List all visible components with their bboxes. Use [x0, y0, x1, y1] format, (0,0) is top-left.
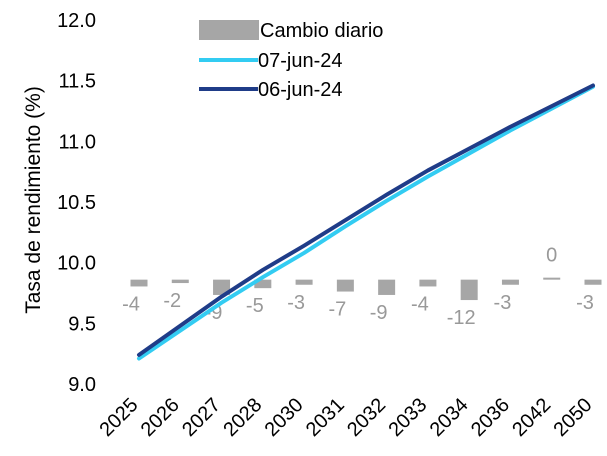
bar-data-label: -3: [287, 292, 305, 314]
bar-2028: [254, 279, 272, 289]
bar-data-label: -7: [328, 299, 346, 321]
line-series-group: [137, 83, 595, 361]
bar-series-cambio-diario: -4 -2-9 -5 -3 -7 -9 -4-12-30-3: [122, 245, 602, 329]
legend-label-06-jun-24: 06-jun-24: [258, 79, 343, 101]
bar-2027: [213, 279, 231, 295]
y-axis-ticks: 12.0 11.5 11.0 10.5 10.0 9.5 9.0: [57, 10, 96, 396]
y-tick-label: 12.0: [57, 10, 96, 32]
bar-data-label: -2: [163, 290, 181, 312]
bar-2050: [584, 279, 602, 285]
x-tick-label: 2050: [550, 394, 597, 441]
y-tick-label: 9.5: [68, 313, 96, 335]
y-tick-label: 10.0: [57, 253, 96, 275]
x-tick-label: 2042: [508, 394, 555, 441]
x-tick-label: 2026: [137, 394, 184, 441]
bar-data-label: -4: [411, 293, 429, 315]
legend: Cambio diario 07-jun-24 06-jun-24: [199, 20, 383, 101]
x-tick-label: 2031: [302, 394, 349, 441]
bar-2026: [171, 279, 189, 284]
bar-2034: [460, 279, 478, 301]
y-axis-label: Tasa de rendimiento (%): [22, 86, 45, 314]
y-tick-label: 10.5: [57, 192, 96, 214]
bar-2025: [130, 279, 148, 287]
legend-label-cambio-diario: Cambio diario: [260, 20, 383, 42]
x-tick-label: 2033: [384, 394, 431, 441]
bar-2033: [419, 279, 437, 287]
y-tick-label: 9.0: [68, 374, 96, 396]
bar-data-label: 0: [546, 245, 557, 267]
x-tick-label: 2027: [178, 394, 225, 441]
bar-data-label: -3: [494, 292, 512, 314]
bar-2030: [295, 279, 313, 285]
y-tick-label: 11.0: [59, 131, 96, 153]
x-tick-label: 2030: [261, 394, 308, 441]
x-tick-label: 2036: [467, 394, 514, 441]
line-series-07-jun-24: [137, 84, 595, 361]
x-tick-label: 2032: [343, 394, 390, 441]
legend-swatch-cambio-diario: [199, 20, 259, 40]
bar-data-label: -12: [447, 307, 476, 329]
bar-data-label: -9: [370, 302, 388, 324]
x-axis-ticks: 2025202620272028203020312032203320342036…: [96, 394, 597, 441]
x-tick-label: 2025: [96, 394, 143, 441]
x-tick-label: 2028: [219, 394, 266, 441]
x-tick-label: 2034: [426, 394, 473, 441]
line-series-06-jun-24: [137, 83, 595, 357]
bar-data-label: -5: [246, 295, 264, 317]
bar-data-label: -3: [576, 292, 594, 314]
bar-2031: [336, 279, 354, 292]
y-tick-label: 11.5: [59, 71, 96, 93]
legend-label-07-jun-24: 07-jun-24: [258, 50, 343, 72]
bar-2042: [543, 277, 561, 280]
bar-2036: [501, 279, 519, 285]
bar-2032: [378, 279, 396, 295]
bar-data-label: -4: [122, 293, 140, 315]
